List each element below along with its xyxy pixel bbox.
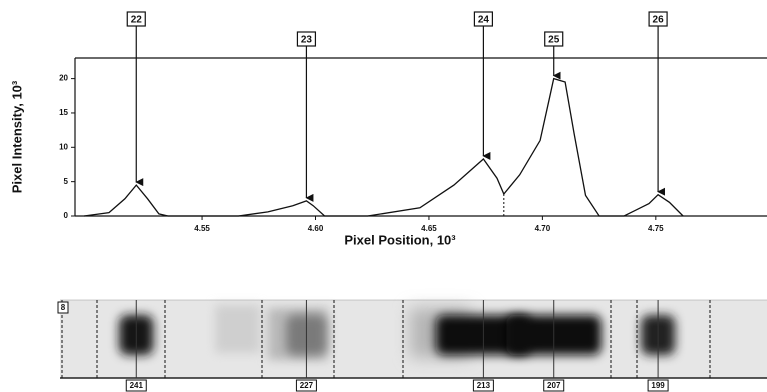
y-tick-label: 10 [59, 142, 68, 151]
lane-label: 8 [61, 303, 66, 312]
x-tick-label: 4.65 [421, 224, 437, 233]
annotation-label: 26 [653, 15, 665, 26]
x-tick-label: 4.70 [535, 224, 551, 233]
x-tick-label: 4.75 [648, 224, 664, 233]
y-axis-title: Pixel Intensity, 10³ [9, 80, 24, 193]
annotation-label: 25 [548, 35, 560, 46]
band-label: 213 [477, 381, 491, 390]
y-tick-label: 5 [64, 177, 69, 186]
annotation-label: 23 [301, 35, 313, 46]
x-axis-title: Pixel Position, 10³ [344, 232, 456, 247]
band-label: 199 [651, 381, 665, 390]
y-tick-label: 0 [64, 211, 69, 220]
band-label: 227 [300, 381, 314, 390]
intensity-line [84, 79, 683, 216]
annotation-label: 22 [131, 15, 143, 26]
annotation-label: 24 [478, 15, 490, 26]
x-tick-label: 4.55 [194, 224, 210, 233]
gel-smear [215, 305, 260, 353]
figure: Pixel Position, 10³ Pixel Intensity, 10³… [0, 0, 767, 392]
y-tick-label: 20 [59, 74, 68, 83]
y-tick-label: 15 [59, 108, 68, 117]
band-label: 241 [130, 381, 144, 390]
band-label: 207 [547, 381, 561, 390]
x-tick-label: 4.60 [308, 224, 324, 233]
